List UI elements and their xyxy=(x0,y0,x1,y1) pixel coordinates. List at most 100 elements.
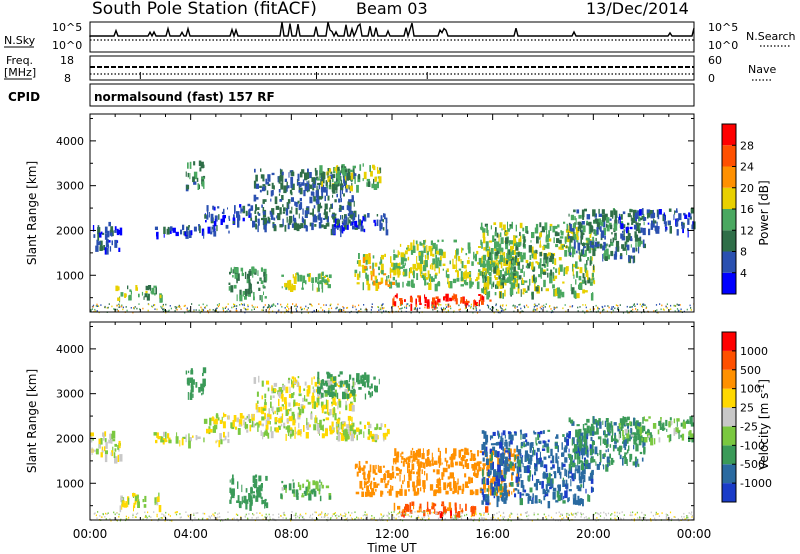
echo-cell xyxy=(648,435,651,438)
echo-cell xyxy=(317,371,320,379)
echo-cell xyxy=(455,250,457,257)
echo-cell xyxy=(152,306,154,308)
echo-cell xyxy=(292,418,296,426)
echo-cell xyxy=(233,303,235,306)
echo-cell xyxy=(514,454,516,461)
echo-cell xyxy=(603,517,605,519)
echo-cell xyxy=(550,466,553,470)
echo-cell xyxy=(353,392,356,400)
echo-cell xyxy=(577,242,581,251)
echo-cell xyxy=(410,450,413,456)
echo-cell xyxy=(517,459,521,467)
echo-cell xyxy=(469,307,472,309)
echo-cell xyxy=(363,478,367,481)
echo-cell xyxy=(562,230,564,234)
echo-cell xyxy=(305,207,309,211)
echo-cell xyxy=(192,379,195,385)
echo-cell xyxy=(547,429,551,432)
echo-cell xyxy=(363,228,366,233)
echo-cell xyxy=(222,421,226,429)
echo-cell xyxy=(630,244,632,248)
echo-cell xyxy=(533,432,537,435)
echo-cell xyxy=(293,217,297,225)
echo-cell xyxy=(393,296,395,302)
echo-cell xyxy=(526,304,528,307)
echo-cell xyxy=(412,466,414,470)
echo-cell xyxy=(366,278,369,285)
echo-cell xyxy=(610,238,612,243)
echo-cell xyxy=(510,512,512,515)
echo-cell xyxy=(211,515,213,517)
echo-cell xyxy=(222,306,224,309)
echo-cell xyxy=(452,453,455,460)
echo-cell xyxy=(233,306,235,308)
echo-cell xyxy=(239,204,242,208)
echo-cell xyxy=(91,447,93,455)
echo-cell xyxy=(645,431,648,435)
echo-cell xyxy=(280,424,283,427)
echo-cell xyxy=(305,225,308,232)
echo-cell xyxy=(543,279,546,288)
echo-cell xyxy=(611,306,613,308)
echo-cell xyxy=(624,454,627,458)
echo-cell xyxy=(573,264,576,268)
echo-cell xyxy=(235,307,237,310)
echo-cell xyxy=(318,196,323,200)
echo-cell xyxy=(655,225,658,234)
echo-cell xyxy=(494,231,497,237)
echo-cell xyxy=(387,480,389,486)
echo-cell xyxy=(431,266,434,270)
echo-cell xyxy=(441,474,444,480)
echo-cell xyxy=(546,472,548,480)
echo-cell xyxy=(369,265,372,269)
echo-cell xyxy=(103,245,105,251)
echo-cell xyxy=(518,283,520,291)
echo-cell xyxy=(292,479,294,482)
echo-cell xyxy=(428,283,432,290)
echo-cell xyxy=(184,231,188,237)
echo-cell xyxy=(560,492,563,501)
echo-cell xyxy=(496,270,501,276)
echo-cell xyxy=(580,447,584,456)
echo-cell xyxy=(573,448,576,453)
echo-cell xyxy=(143,504,147,508)
echo-cell xyxy=(542,445,544,448)
echo-cell xyxy=(683,212,686,216)
echo-cell xyxy=(291,489,295,494)
echo-cell xyxy=(345,380,348,388)
echo-cell xyxy=(206,215,209,220)
echo-cell xyxy=(232,474,234,482)
echo-cell xyxy=(526,453,529,459)
echo-cell xyxy=(520,480,524,488)
echo-cell xyxy=(252,306,254,308)
echo-cell xyxy=(502,274,506,280)
echo-cell xyxy=(281,413,284,420)
echo-cell xyxy=(572,494,574,499)
echo-cell xyxy=(574,444,578,452)
echo-cell xyxy=(571,228,575,232)
echo-cell xyxy=(520,432,522,440)
echo-cell xyxy=(571,438,574,446)
echo-cell xyxy=(267,183,271,186)
echo-cell xyxy=(411,447,414,451)
echo-cell xyxy=(531,275,534,283)
echo-cell xyxy=(322,383,326,386)
echo-cell xyxy=(280,493,283,499)
echo-cell xyxy=(154,226,158,230)
echo-cell xyxy=(286,216,288,223)
echo-cell xyxy=(190,370,194,375)
echo-cell xyxy=(217,305,220,308)
echo-cell xyxy=(373,376,376,380)
echo-cell xyxy=(153,304,155,307)
echo-cell xyxy=(519,222,523,229)
echo-cell xyxy=(259,295,261,301)
echo-cell xyxy=(626,248,628,256)
echo-cell xyxy=(353,388,355,396)
echo-cell xyxy=(517,489,520,494)
echo-cell xyxy=(348,420,350,426)
echo-cell xyxy=(431,452,433,459)
echo-cell xyxy=(324,390,328,397)
echo-cell xyxy=(246,273,250,280)
echo-cell xyxy=(99,240,103,249)
echo-cell xyxy=(524,433,528,438)
